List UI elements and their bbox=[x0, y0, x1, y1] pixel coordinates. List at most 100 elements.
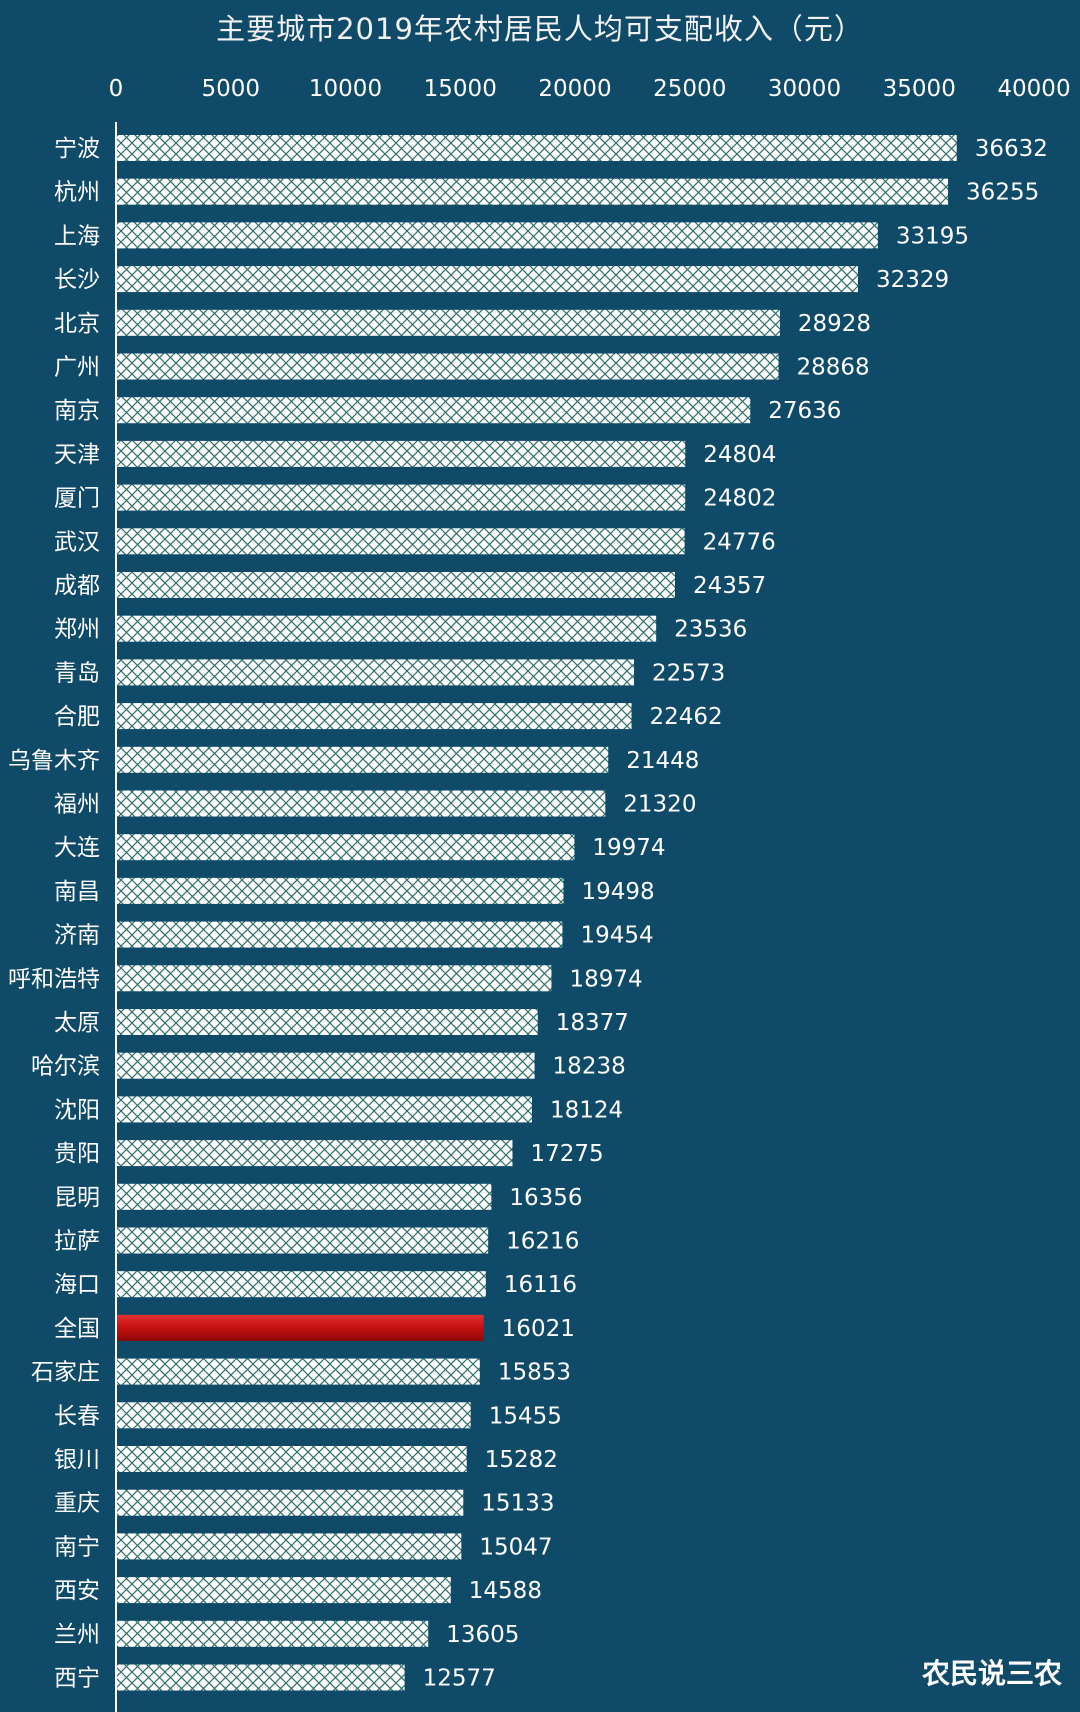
bar bbox=[117, 877, 564, 904]
value-label: 21320 bbox=[623, 792, 696, 818]
bar bbox=[117, 965, 552, 992]
category-label: 西宁 bbox=[54, 1666, 100, 1692]
category-label: 武汉 bbox=[54, 529, 100, 555]
value-label: 28928 bbox=[798, 311, 871, 337]
value-label: 16216 bbox=[506, 1229, 579, 1255]
value-label: 36632 bbox=[975, 136, 1048, 162]
category-label: 昆明 bbox=[54, 1185, 100, 1211]
bar bbox=[117, 1489, 464, 1516]
x-tick-label: 25000 bbox=[653, 76, 726, 102]
bar bbox=[117, 528, 685, 555]
bar bbox=[117, 1227, 489, 1254]
category-label: 南京 bbox=[54, 398, 100, 424]
bar bbox=[117, 1096, 532, 1123]
x-tick-label: 35000 bbox=[883, 76, 956, 102]
value-label: 21448 bbox=[626, 748, 699, 774]
bar bbox=[117, 834, 575, 861]
bar bbox=[117, 921, 563, 948]
watermark: 农民说三农 bbox=[921, 1657, 1062, 1690]
category-label: 广州 bbox=[54, 355, 100, 381]
category-label: 乌鲁木齐 bbox=[8, 748, 100, 774]
value-label: 19498 bbox=[581, 879, 654, 905]
x-tick-label: 15000 bbox=[424, 76, 497, 102]
category-label: 银川 bbox=[54, 1447, 100, 1473]
value-label: 27636 bbox=[768, 398, 841, 424]
category-label: 海口 bbox=[54, 1272, 100, 1298]
value-label: 18238 bbox=[553, 1054, 626, 1080]
value-label: 22573 bbox=[652, 660, 725, 686]
x-tick-label: 40000 bbox=[997, 76, 1070, 102]
category-label: 合肥 bbox=[54, 704, 100, 730]
bar bbox=[117, 440, 686, 467]
bar bbox=[117, 1446, 467, 1472]
category-label: 北京 bbox=[54, 311, 100, 337]
category-label: 厦门 bbox=[54, 486, 100, 512]
category-label: 全国 bbox=[54, 1316, 100, 1342]
category-label: 天津 bbox=[54, 442, 100, 468]
bar bbox=[117, 1052, 535, 1079]
value-label: 17275 bbox=[530, 1141, 603, 1167]
bar-highlight bbox=[117, 1314, 484, 1341]
bar bbox=[117, 1577, 451, 1604]
bar bbox=[117, 484, 686, 511]
category-label: 拉萨 bbox=[54, 1229, 100, 1255]
bar bbox=[117, 266, 858, 293]
value-label: 12577 bbox=[423, 1666, 496, 1692]
category-label: 济南 bbox=[54, 923, 100, 949]
category-label: 重庆 bbox=[54, 1491, 100, 1517]
value-label: 36255 bbox=[966, 180, 1039, 206]
category-label: 杭州 bbox=[54, 180, 100, 206]
value-label: 32329 bbox=[876, 267, 949, 293]
bar bbox=[117, 659, 635, 686]
bar bbox=[117, 1664, 405, 1691]
bar bbox=[117, 1009, 538, 1035]
value-label: 19454 bbox=[580, 923, 653, 949]
bar bbox=[117, 222, 878, 249]
value-label: 23536 bbox=[674, 617, 747, 643]
bar bbox=[117, 1183, 492, 1210]
bar bbox=[117, 746, 609, 773]
bar bbox=[117, 1620, 429, 1647]
category-label: 福州 bbox=[54, 792, 100, 818]
category-label: 呼和浩特 bbox=[8, 966, 100, 992]
bar bbox=[117, 1533, 462, 1560]
bar bbox=[117, 135, 957, 161]
bar bbox=[117, 397, 751, 424]
bar bbox=[117, 178, 949, 205]
value-label: 14588 bbox=[469, 1578, 542, 1604]
category-label: 兰州 bbox=[54, 1622, 100, 1648]
category-label: 石家庄 bbox=[31, 1360, 100, 1386]
bar bbox=[117, 1271, 486, 1298]
category-label: 青岛 bbox=[54, 660, 100, 686]
value-label: 28868 bbox=[797, 355, 870, 381]
category-label: 哈尔滨 bbox=[31, 1054, 100, 1080]
category-label: 南宁 bbox=[54, 1534, 100, 1560]
category-label: 沈阳 bbox=[54, 1097, 100, 1123]
bar bbox=[117, 703, 632, 730]
bar bbox=[117, 1402, 471, 1429]
value-label: 16116 bbox=[504, 1272, 577, 1298]
category-label: 贵阳 bbox=[54, 1141, 100, 1167]
x-tick-label: 20000 bbox=[538, 76, 611, 102]
bar bbox=[117, 572, 675, 598]
value-label: 16356 bbox=[509, 1185, 582, 1211]
x-tick-label: 5000 bbox=[201, 76, 260, 102]
bar bbox=[117, 353, 779, 380]
category-label: 长沙 bbox=[54, 267, 100, 293]
value-label: 22462 bbox=[650, 704, 723, 730]
category-label: 南昌 bbox=[54, 879, 100, 905]
value-label: 24802 bbox=[703, 486, 776, 512]
value-label: 13605 bbox=[446, 1622, 519, 1648]
chart-title: 主要城市2019年农村居民人均可支配收入（元） bbox=[216, 12, 864, 46]
value-label: 24357 bbox=[693, 573, 766, 599]
value-label: 18974 bbox=[569, 966, 642, 992]
value-label: 15455 bbox=[489, 1403, 562, 1429]
category-label: 西安 bbox=[54, 1578, 100, 1604]
category-label: 上海 bbox=[54, 223, 100, 249]
category-label: 太原 bbox=[54, 1010, 100, 1036]
category-label: 宁波 bbox=[54, 136, 100, 162]
x-tick-label: 30000 bbox=[768, 76, 841, 102]
value-label: 15853 bbox=[498, 1360, 571, 1386]
